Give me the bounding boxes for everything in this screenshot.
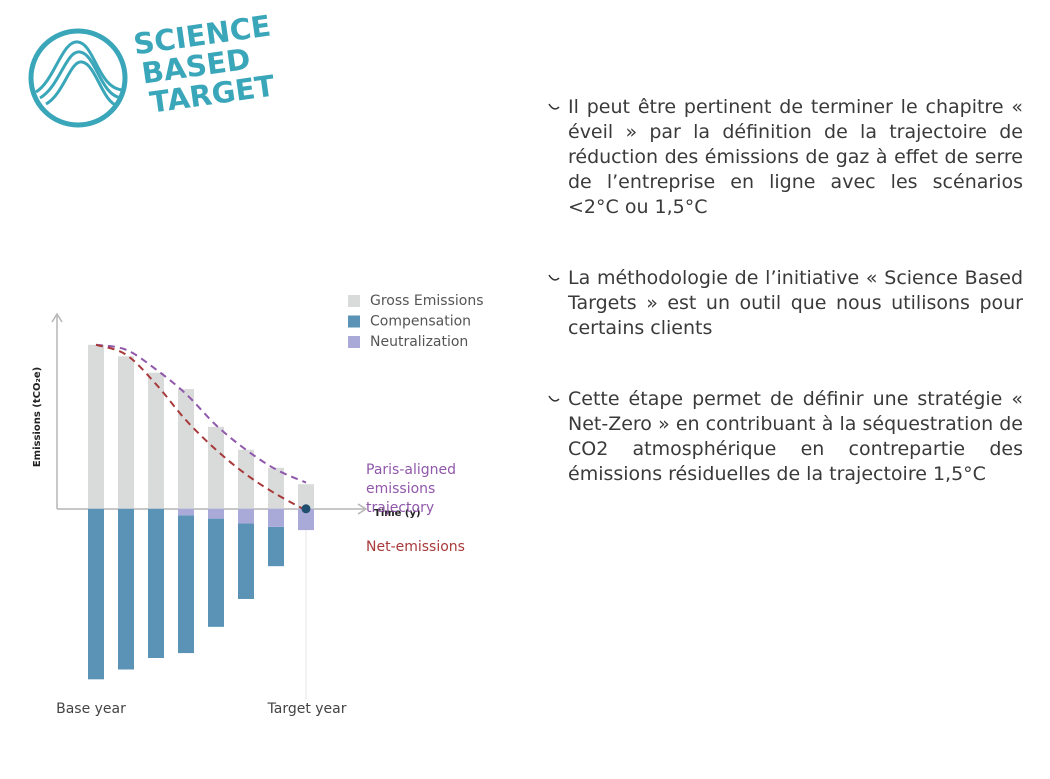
- legend-swatch: [348, 295, 360, 307]
- bullet-marker: [548, 395, 560, 402]
- y-axis-arrow: [51, 312, 63, 323]
- bar: [238, 449, 254, 509]
- bullet: Il peut être pertinent de terminer le ch…: [548, 95, 1023, 220]
- trajectory-line: [95, 343, 307, 512]
- logo-wave: [45, 60, 119, 108]
- x-tick-label: Target year: [267, 701, 347, 717]
- logo-wave: [39, 50, 123, 100]
- logo: SCIENCE BASED TARGET: [28, 9, 277, 128]
- legend-label: Gross Emissions: [370, 293, 483, 309]
- line-label: Net-emissions: [366, 539, 465, 555]
- bar: [298, 484, 314, 509]
- bullet-text: Il peut être pertinent de terminer le ch…: [568, 96, 1023, 218]
- target-dot: [301, 504, 311, 514]
- bar: [238, 523, 254, 599]
- bar: [238, 508, 254, 524]
- bullet-list: Il peut être pertinent de terminer le ch…: [548, 95, 1023, 533]
- x-axis-label: Time (y): [374, 508, 421, 519]
- bar: [208, 518, 224, 627]
- legend-swatch: [348, 315, 360, 328]
- bullet-marker: [548, 274, 560, 281]
- x-tick-label: Base year: [56, 701, 126, 717]
- trajectory-line: [95, 343, 307, 484]
- bullet-text: Cette étape permet de définir une straté…: [568, 388, 1023, 485]
- bar: [148, 372, 164, 509]
- bar: [268, 508, 284, 527]
- bar: [178, 389, 194, 509]
- bar: [88, 344, 104, 509]
- legend-label: Compensation: [370, 314, 471, 330]
- bar: [88, 508, 104, 680]
- legend-label: Neutralization: [370, 334, 468, 350]
- logo-wave: [35, 40, 125, 94]
- y-axis-label: Emissions (tCO₂e): [32, 367, 43, 467]
- bar: [298, 508, 314, 531]
- bullet-marker: [548, 103, 560, 110]
- bullet: Cette étape permet de définir une straté…: [548, 387, 1023, 487]
- legend-swatch: [348, 336, 360, 348]
- logo-circle: [28, 28, 128, 128]
- line-label: Paris-aligned emissions trajectory: [366, 462, 457, 516]
- bar: [118, 356, 134, 509]
- bullet-text: La méthodologie de l’initiative « Scienc…: [568, 267, 1023, 339]
- bar: [268, 467, 284, 509]
- bullet: La méthodologie de l’initiative « Scienc…: [548, 266, 1023, 341]
- bar: [208, 426, 224, 509]
- bar: [148, 508, 164, 659]
- bar: [118, 508, 134, 670]
- bar: [178, 508, 194, 516]
- x-axis-arrow: [357, 503, 368, 515]
- bar: [208, 508, 224, 519]
- bar: [268, 526, 284, 567]
- bar: [178, 515, 194, 654]
